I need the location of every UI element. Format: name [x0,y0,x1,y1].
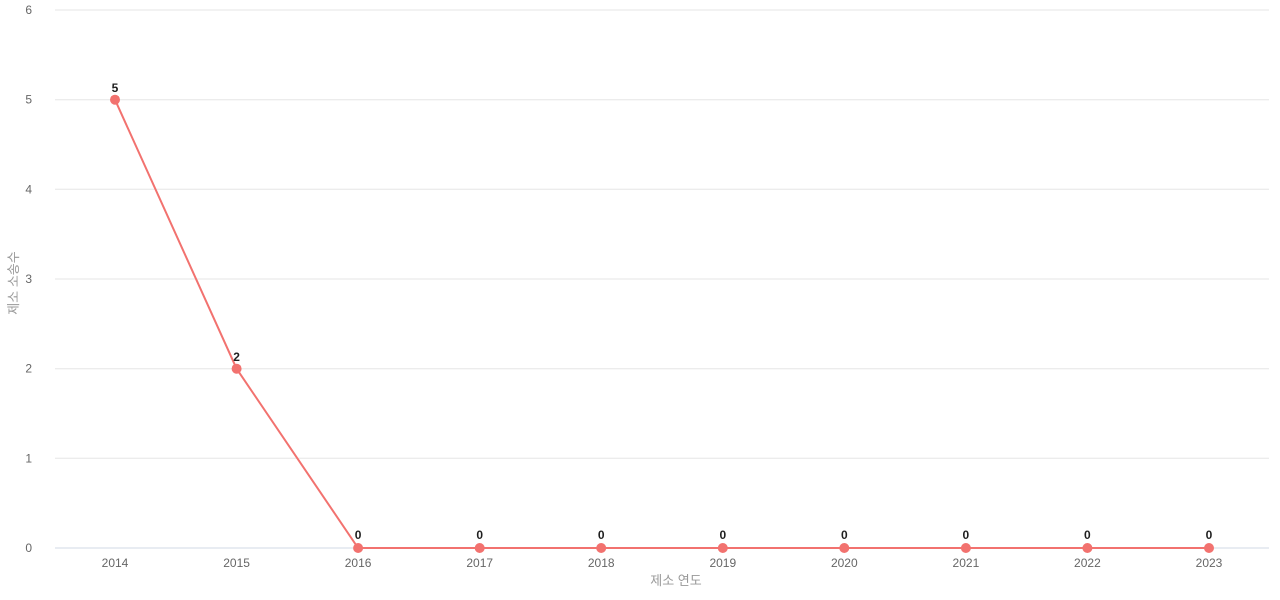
svg-text:2018: 2018 [588,556,615,570]
svg-text:0: 0 [1206,528,1213,542]
svg-text:0: 0 [355,528,362,542]
svg-text:2020: 2020 [831,556,858,570]
svg-text:2017: 2017 [466,556,493,570]
svg-text:2023: 2023 [1196,556,1223,570]
svg-text:2022: 2022 [1074,556,1101,570]
svg-text:0: 0 [1084,528,1091,542]
svg-text:0: 0 [841,528,848,542]
svg-text:0: 0 [719,528,726,542]
svg-text:4: 4 [25,182,32,196]
svg-text:3: 3 [25,272,32,286]
svg-text:6: 6 [25,3,32,17]
svg-text:2: 2 [25,362,32,376]
svg-text:2015: 2015 [223,556,250,570]
svg-text:0: 0 [963,528,970,542]
svg-text:5: 5 [112,81,119,95]
svg-text:2021: 2021 [953,556,980,570]
svg-text:2014: 2014 [102,556,129,570]
svg-text:0: 0 [476,528,483,542]
svg-text:2: 2 [233,350,240,364]
svg-text:제소 연도: 제소 연도 [650,573,701,588]
svg-text:0: 0 [25,541,32,555]
svg-text:2019: 2019 [709,556,736,570]
svg-text:제소 소송수: 제소 소송수 [6,251,21,314]
svg-text:1: 1 [25,451,32,465]
svg-text:2016: 2016 [345,556,372,570]
svg-text:5: 5 [25,93,32,107]
svg-text:0: 0 [598,528,605,542]
